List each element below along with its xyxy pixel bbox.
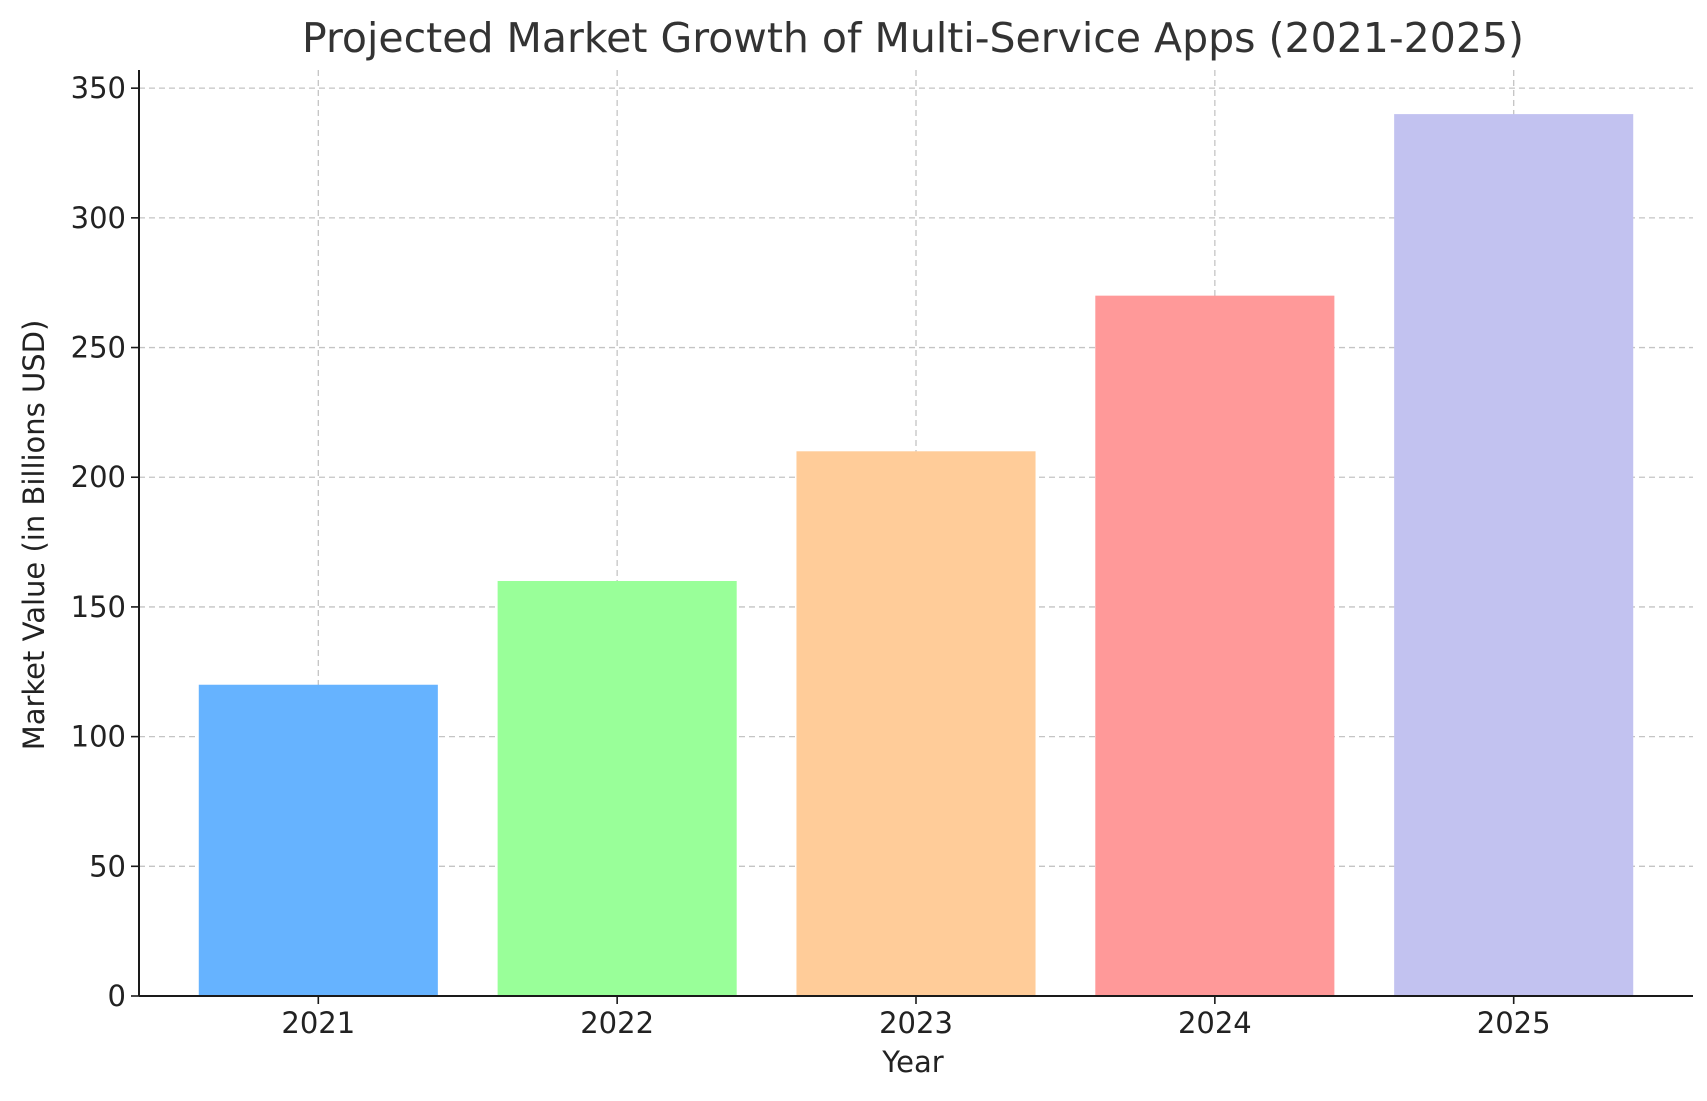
bar-2025 (1394, 114, 1634, 997)
y-tick-label-100: 100 (71, 720, 126, 754)
y-tick-label-200: 200 (71, 460, 126, 494)
y-tick-label-0: 0 (108, 979, 126, 1013)
x-tick-label-2021: 2021 (281, 1006, 355, 1040)
x-axis-ticks: 2021 2022 2023 2024 2025 (281, 996, 1551, 1040)
bar-2022 (497, 580, 737, 996)
x-tick-label-2025: 2025 (1477, 1006, 1551, 1040)
y-tick-label-150: 150 (71, 590, 126, 624)
bar-series (198, 114, 1634, 997)
bar-2023 (796, 451, 1036, 996)
y-tick-label-50: 50 (89, 849, 126, 883)
y-tick-label-300: 300 (71, 201, 126, 235)
y-tick-label-350: 350 (71, 71, 126, 105)
y-axis-ticks: 0 50 100 150 200 250 300 350 (71, 71, 139, 1013)
chart-title: Projected Market Growth of Multi-Service… (302, 14, 1524, 62)
bar-2021 (198, 684, 438, 996)
y-tick-label-250: 250 (71, 331, 126, 365)
y-axis-label: Market Value (in Billions USD) (17, 320, 51, 751)
x-tick-label-2024: 2024 (1178, 1006, 1252, 1040)
bar-2024 (1095, 295, 1335, 996)
x-axis-label: Year (881, 1045, 943, 1079)
x-tick-label-2023: 2023 (879, 1006, 953, 1040)
x-tick-label-2022: 2022 (580, 1006, 654, 1040)
